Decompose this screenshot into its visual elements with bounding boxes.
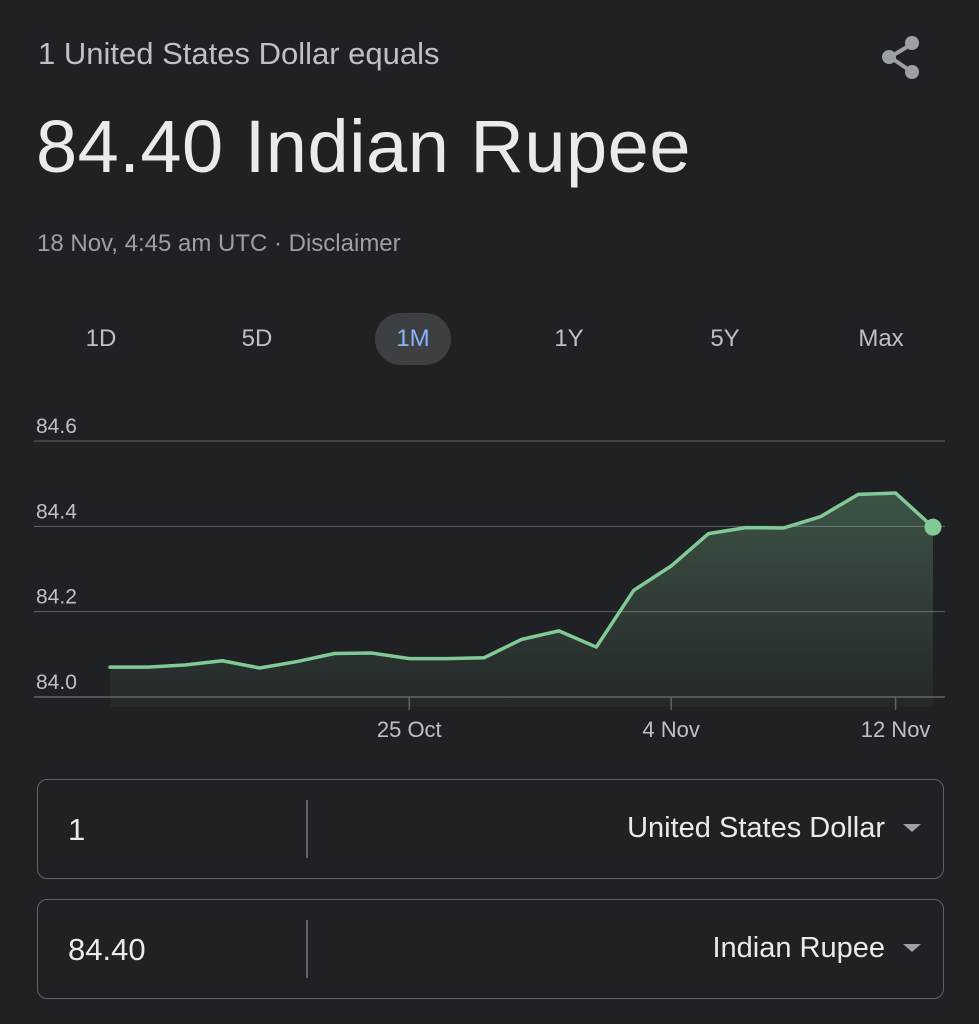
to-currency-select[interactable]: Indian Rupee [712,932,885,964]
series-line [108,491,935,670]
x-tick-label: 25 Oct [377,717,442,742]
exchange-rate-chart[interactable]: 84.6 84.4 84.2 84.0 25 Oct 4 Nov 12 Nov [0,400,979,760]
current-value-marker [924,518,942,536]
chart-x-axis: 25 Oct 4 Nov 12 Nov [377,697,931,742]
chart-area-fill [110,493,933,707]
x-tick-label: 12 Nov [861,717,931,742]
range-1y[interactable]: 1Y [554,325,584,352]
x-tick-label: 4 Nov [642,717,699,742]
range-1m[interactable]: 1M [375,313,451,365]
from-amount-input[interactable]: 1 [68,812,86,847]
converter-from-row: 1 United States Dollar [37,779,944,879]
exchange-rate-value: 84.40 Indian Rupee [36,105,691,188]
area-fill [110,493,933,707]
range-max[interactable]: Max [858,325,904,352]
to-amount-input[interactable]: 84.40 [68,932,146,967]
header-subtitle: 1 United States Dollar equals [38,36,440,71]
time-range-selector: 1D 5D 1M 1Y 5Y Max [24,313,959,365]
chevron-down-icon[interactable] [903,824,921,832]
converter-to-row: 84.40 Indian Rupee [37,899,944,999]
range-5y[interactable]: 5Y [710,325,740,352]
rate-timestamp-row: 18 Nov, 4:45 am UTC · Disclaimer [37,230,401,258]
y-tick-label: 84.2 [36,586,77,609]
y-tick-label: 84.6 [36,415,77,438]
chart-line [108,491,942,670]
converter-divider [306,920,308,978]
range-1d[interactable]: 1D [85,325,117,352]
converter-divider [306,800,308,858]
y-tick-label: 84.4 [36,500,77,523]
timestamp-text: 18 Nov, 4:45 am UTC [37,230,268,257]
separator: · [267,230,289,257]
y-tick-label: 84.0 [36,671,77,694]
share-icon[interactable] [876,30,928,84]
range-5d[interactable]: 5D [241,325,273,352]
disclaimer-link[interactable]: Disclaimer [288,230,401,257]
chevron-down-icon[interactable] [903,944,921,952]
from-currency-select[interactable]: United States Dollar [627,812,885,844]
